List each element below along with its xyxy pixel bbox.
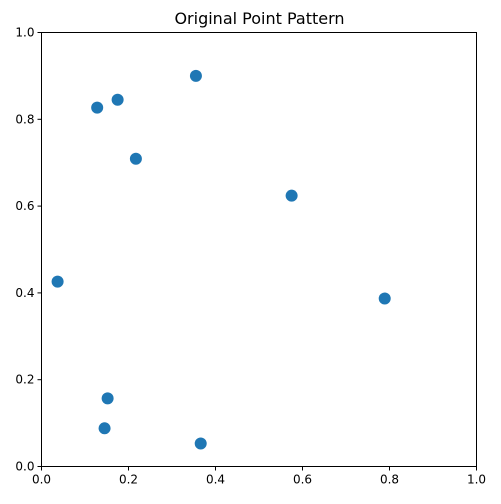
x-tick-label-1: 0.2 — [119, 473, 138, 487]
y-tick-label-1: 0.2 — [15, 373, 34, 387]
data-point-3 — [129, 152, 142, 165]
data-point-2 — [91, 101, 104, 114]
data-point-7 — [101, 392, 114, 405]
data-point-4 — [285, 189, 298, 202]
y-tick-label-3: 0.6 — [15, 199, 34, 213]
data-point-6 — [378, 292, 391, 305]
x-tick-label-5: 1.0 — [467, 473, 486, 487]
axes-frame — [41, 32, 477, 467]
y-tick-label-5: 1.0 — [15, 26, 34, 40]
data-point-1 — [111, 93, 124, 106]
data-point-5 — [51, 275, 64, 288]
x-tick-label-0: 0.0 — [32, 473, 51, 487]
x-tick-label-4: 0.8 — [380, 473, 399, 487]
chart-title: Original Point Pattern — [174, 9, 344, 28]
x-tick-label-2: 0.4 — [206, 473, 225, 487]
y-tick-label-2: 0.4 — [15, 286, 34, 300]
y-tick-label-0: 0.0 — [15, 460, 34, 474]
plot-area: 0.0 0.2 0.4 0.6 0.8 1.0 0.0 0.2 0.4 0.6 0.8 1.0 — [15, 26, 486, 487]
data-point-8 — [98, 422, 111, 435]
data-point-0 — [189, 69, 202, 82]
y-tick-label-4: 0.8 — [15, 112, 34, 126]
x-tick-label-3: 0.6 — [293, 473, 312, 487]
data-point-9 — [194, 437, 207, 450]
